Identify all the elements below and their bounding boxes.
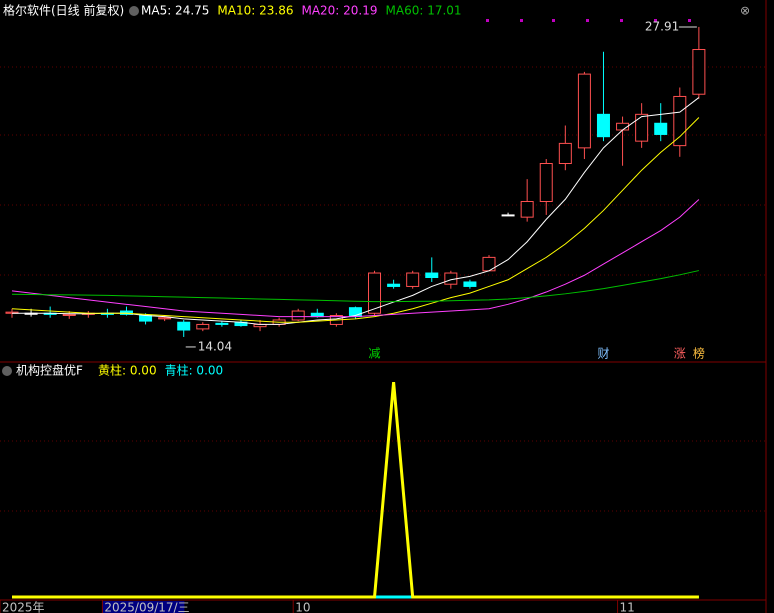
legend-entry: MA10: 23.86 [217, 4, 293, 18]
menu-icon[interactable] [2, 366, 12, 376]
candle-body [577, 73, 591, 149]
top-dots [486, 19, 691, 22]
candle-body [501, 214, 515, 217]
event-marker: 榜 [693, 346, 705, 361]
close-icon[interactable]: ⊗ [740, 4, 750, 18]
x-tick-label: 11 [620, 601, 635, 613]
date-cursor [102, 601, 185, 613]
ma-line [11, 199, 700, 318]
candle-body [62, 313, 76, 316]
candle-body [463, 281, 477, 287]
candle-body [177, 321, 191, 331]
pane-title: 格尔软件(日线 前复权) [3, 3, 124, 18]
x-tick-label: 2025/09/17/三 [104, 601, 189, 613]
candle-body [406, 272, 420, 287]
legend-entry: MA20: 20.19 [301, 4, 377, 18]
legend-entry: MA5: 24.75 [141, 4, 209, 18]
candle-body [520, 201, 534, 218]
legend-entry: MA60: 17.01 [386, 4, 462, 18]
ma-line [11, 117, 700, 323]
candle-body [673, 95, 687, 147]
price-label: 27.91 [645, 19, 679, 33]
candle-body [692, 49, 706, 95]
grid [0, 66, 766, 512]
candle-body [654, 122, 668, 135]
candle-body [215, 322, 229, 325]
candle-body [558, 142, 572, 165]
ma-line [12, 97, 700, 325]
legend-entry: 青柱: 0.00 [165, 363, 224, 378]
candle-body [139, 314, 153, 322]
candle-body [635, 113, 649, 142]
pane-title: 机构控盘优F [16, 363, 83, 378]
candle-body [596, 113, 610, 138]
candle-body [425, 272, 439, 278]
candle-body [539, 163, 553, 203]
candle-body [119, 310, 133, 315]
legend-entry: 黄柱: 0.00 [98, 363, 157, 378]
price-label: 14.04 [198, 339, 232, 353]
candle-body [291, 310, 305, 321]
event-marker: 涨 [674, 346, 686, 361]
event-marker: 减 [369, 347, 381, 361]
candle-body [368, 272, 382, 314]
event-marker: 财 [597, 347, 609, 361]
candle-body [387, 283, 401, 287]
x-tick-label: 2025年 [2, 601, 45, 613]
indicator-line [12, 382, 699, 599]
x-tick-label: 10 [295, 601, 310, 613]
menu-icon[interactable] [129, 6, 139, 16]
candle-body [196, 323, 210, 330]
candle-body [310, 312, 324, 318]
candle-body [158, 317, 172, 320]
ma-line [11, 270, 699, 303]
